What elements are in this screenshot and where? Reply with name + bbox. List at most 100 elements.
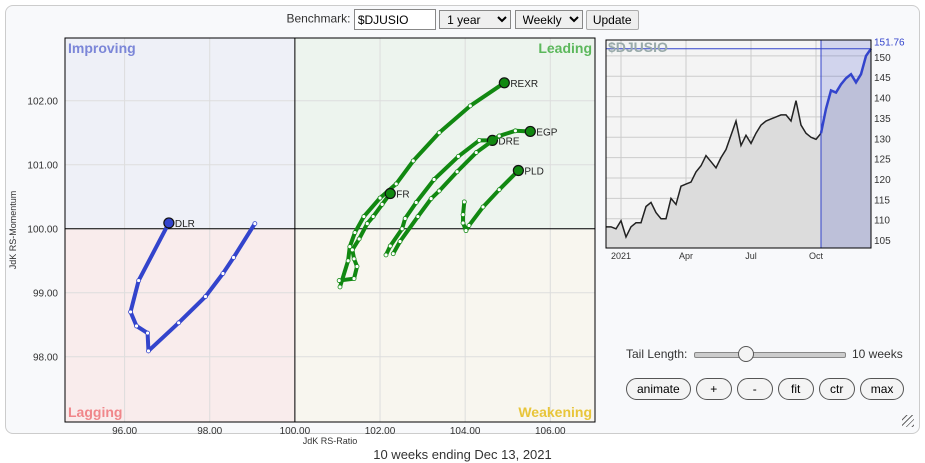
fit-button[interactable]: fit <box>777 378 814 400</box>
tail-point <box>351 276 357 282</box>
tail-line <box>337 191 393 283</box>
period-select[interactable]: 1 year <box>439 10 512 29</box>
tail-point <box>145 330 150 336</box>
tail-rexr: REXR <box>337 77 538 290</box>
y-tick-label: 101.00 <box>27 161 58 172</box>
tail-point <box>383 252 389 258</box>
quadrant-leading <box>294 38 595 229</box>
bench-y-tick: 130 <box>874 134 891 145</box>
tail-point <box>220 271 226 276</box>
rrg-chart: 96.00 98.00 100.00 102.00 104.00 106.00 98.00 9… <box>8 37 905 446</box>
y-tick-label: 99.00 <box>33 289 58 300</box>
zoom-out-button[interactable]: - <box>736 378 773 400</box>
tail-point <box>397 239 403 244</box>
benchmark-label: Benchmark: <box>286 11 351 26</box>
bench-x-tick: Jul <box>745 251 757 261</box>
bench-y-tick: 145 <box>874 73 891 84</box>
quadrant-weakening <box>294 228 595 422</box>
series-label: PLD <box>524 166 543 177</box>
tail-point <box>473 150 479 155</box>
tail-point <box>466 223 472 228</box>
bench-y-tick: 120 <box>874 175 891 186</box>
x-tick-label: 104.00 <box>450 426 481 437</box>
update-button[interactable]: Update <box>585 9 639 30</box>
tail-point <box>454 169 460 175</box>
zoom-in-button[interactable]: + <box>695 378 732 400</box>
head-marker-pld[interactable] <box>512 164 524 177</box>
tail-point <box>345 258 351 264</box>
head-marker-fr[interactable] <box>384 187 396 200</box>
tail-point <box>399 226 405 232</box>
bench-y-tick: 135 <box>874 114 891 125</box>
tail-fr: FR <box>336 187 410 283</box>
tail-length-value: 10 weeks <box>852 347 903 361</box>
resize-handle[interactable] <box>902 415 914 427</box>
tail-point <box>351 256 357 262</box>
bench-y-tick: 115 <box>874 195 890 206</box>
tail-point <box>128 309 133 315</box>
tail-pld: PLD <box>460 164 544 234</box>
x-tick-label: 106.00 <box>535 426 566 437</box>
y-tick-label: 102.00 <box>27 97 58 108</box>
tail-point <box>352 230 358 235</box>
tail-dre: DRE <box>383 134 520 258</box>
bench-y-tick: 105 <box>874 236 891 247</box>
series-label: FR <box>396 190 409 201</box>
series-label: DRE <box>498 136 519 147</box>
x-tick-label: 100.00 <box>280 426 311 437</box>
plot-frame <box>64 37 596 423</box>
tail-point <box>496 133 502 139</box>
x-tick-label: 102.00 <box>365 426 396 437</box>
benchmark-tail-line <box>819 47 873 134</box>
head-marker-egp[interactable] <box>524 125 536 138</box>
tail-point <box>402 216 408 221</box>
benchmark-input[interactable] <box>353 9 436 30</box>
series-label: DLR <box>175 219 195 230</box>
series-label: EGP <box>536 127 557 138</box>
animate-button[interactable]: animate <box>626 378 691 400</box>
tail-length-label: Tail Length: <box>626 347 688 361</box>
bench-y-tick: 110 <box>874 216 890 227</box>
benchmark-frame <box>605 39 872 249</box>
slider-handle[interactable] <box>737 346 754 362</box>
tail-point <box>364 221 370 227</box>
quadrant-label-improving: Improving <box>68 40 136 56</box>
tail-point <box>436 130 442 136</box>
benchmark-line <box>606 100 822 240</box>
bench-x-tick: Oct <box>809 251 824 261</box>
benchmark-title: $DJUSIO <box>608 39 668 55</box>
tail-point <box>354 264 360 269</box>
tail-point <box>480 204 486 210</box>
head-marker-dlr[interactable] <box>163 217 175 229</box>
tail-point <box>252 221 258 227</box>
tail-point <box>393 181 399 187</box>
tail-point <box>136 278 142 283</box>
bench-x-tick: Apr <box>679 251 693 261</box>
max-button[interactable]: max <box>859 378 905 400</box>
tail-point <box>467 103 473 109</box>
head-marker-rexr[interactable] <box>498 77 510 89</box>
tail-point <box>431 177 437 182</box>
ctr-button[interactable]: ctr <box>818 378 855 400</box>
tail-point <box>428 196 434 202</box>
tail-point <box>349 247 355 253</box>
tail-point <box>203 294 208 299</box>
quadrant-label-leading: Leading <box>538 40 592 56</box>
tail-point <box>460 220 466 226</box>
y-axis-label: JdK RS-Momentum <box>8 191 18 270</box>
tail-point <box>231 255 236 260</box>
tail-length-slider[interactable] <box>694 346 846 362</box>
tail-point <box>176 320 182 326</box>
frequency-select[interactable]: Weekly <box>514 10 583 29</box>
tail-point <box>413 200 419 205</box>
quadrant-lagging <box>65 228 295 422</box>
series-label: REXR <box>510 79 538 90</box>
benchmark-area <box>606 48 871 249</box>
tail-point <box>146 348 151 354</box>
tail-point <box>410 158 416 164</box>
tail-point <box>460 212 466 218</box>
quadrant-label-weakening: Weakening <box>518 404 592 420</box>
tail-point <box>436 188 442 194</box>
tail-point <box>347 244 353 250</box>
caption: 10 weeks ending Dec 13, 2021 <box>373 447 552 462</box>
